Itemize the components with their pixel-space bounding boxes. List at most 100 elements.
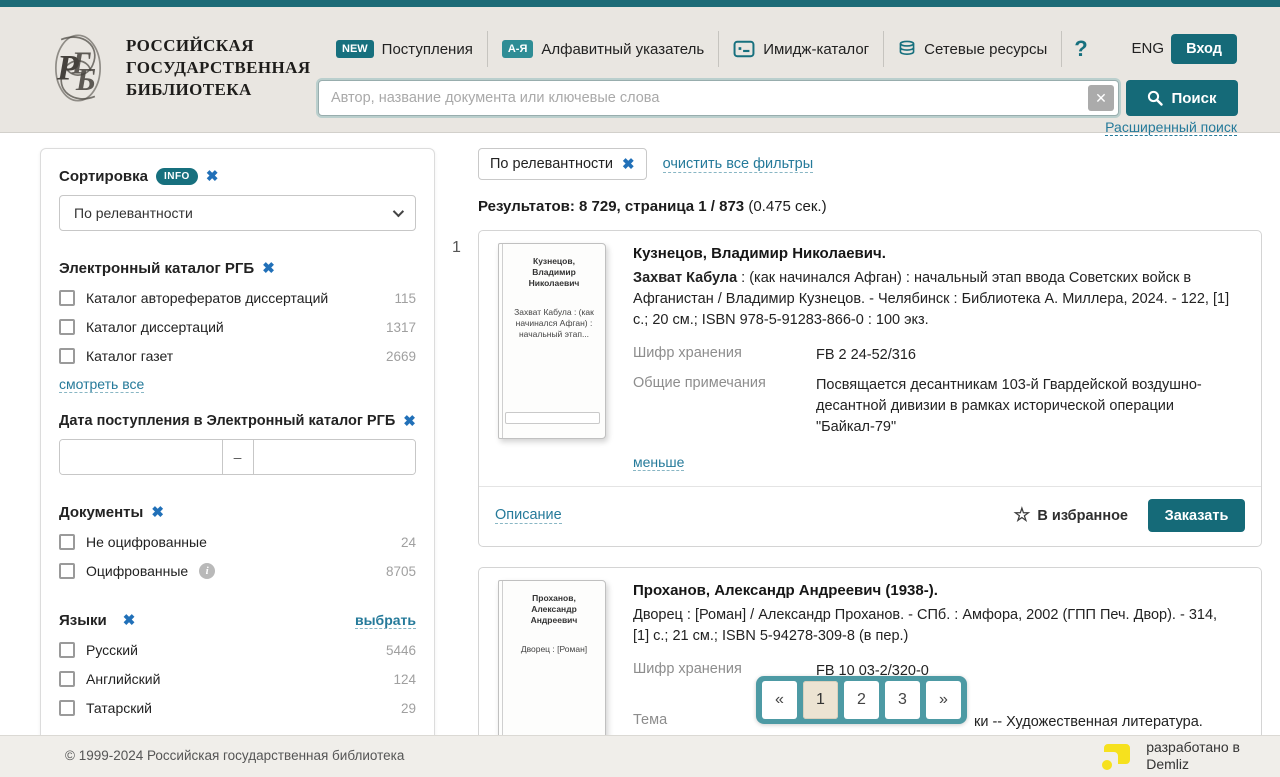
date-from-input[interactable] (60, 440, 222, 474)
checkbox[interactable] (59, 671, 75, 687)
image-catalog-icon (733, 40, 755, 58)
thumbnail-column: Кузнецов, Владимир Николаевич Захват Каб… (493, 243, 633, 472)
results-summary: Результатов: 8 729, страница 1 / 873 (0.… (478, 198, 827, 215)
checkbox[interactable] (59, 348, 75, 364)
clear-catalog-icon[interactable]: ✖ (262, 260, 275, 277)
sort-select[interactable]: По релевантности (59, 195, 416, 231)
search-input[interactable] (316, 78, 1121, 118)
order-button[interactable]: Заказать (1148, 499, 1245, 532)
demliz-logo-icon (1102, 744, 1131, 770)
result-card: 1 Кузнецов, Владимир Николаевич Захват К… (452, 230, 1262, 547)
filter-lang-russian[interactable]: Русский 5446 (59, 642, 416, 658)
help-icon[interactable]: ? (1074, 36, 1088, 61)
search-box: ✕ (316, 78, 1121, 118)
collapse-link[interactable]: меньше (633, 454, 685, 471)
prev-page-button[interactable]: « (762, 681, 797, 719)
clear-sort-icon[interactable]: ✖ (205, 168, 219, 185)
filter-not-digitized[interactable]: Не оцифрованные 24 (59, 534, 416, 550)
record-description: Захват Кабула : (как начинался Афган) : … (633, 270, 1230, 328)
library-logo[interactable]: Р Г Б РОССИЙСКАЯ ГОСУДАРСТВЕННАЯ БИБЛИОТ… (46, 29, 311, 107)
remove-chip-icon[interactable]: ✖ (622, 156, 635, 173)
nav-network-resources[interactable]: Сетевые ресурсы (884, 39, 1061, 59)
checkbox[interactable] (59, 290, 75, 306)
date-to-input[interactable] (253, 440, 415, 474)
new-badge: NEW (336, 40, 374, 58)
chevron-down-icon (392, 205, 405, 218)
header: Р Г Б РОССИЙСКАЯ ГОСУДАРСТВЕННАЯ БИБЛИОТ… (0, 7, 1280, 136)
svg-text:Б: Б (75, 62, 96, 97)
nav-image-catalog[interactable]: Имидж-каталог (719, 40, 883, 58)
library-name: РОССИЙСКАЯ ГОСУДАРСТВЕННАЯ БИБЛИОТЕКА (126, 36, 311, 99)
svg-text:Г: Г (71, 45, 92, 80)
filter-catalog-abstracts[interactable]: Каталог авторефератов диссертаций 115 (59, 290, 416, 306)
filter-lang-tatar[interactable]: Татарский 29 (59, 700, 416, 716)
clear-search-icon[interactable]: ✕ (1088, 85, 1114, 111)
credit-text: разработано в Demliz (1146, 739, 1240, 772)
active-filters-row: По релевантности ✖ очистить все фильтры (478, 148, 1262, 180)
page-button-1[interactable]: 1 (803, 681, 838, 719)
clear-documents-icon[interactable]: ✖ (151, 504, 164, 521)
card-divider (479, 486, 1261, 487)
info-badge[interactable]: INFO (155, 167, 198, 185)
date-separator: – (221, 440, 254, 474)
pagination: « 1 2 3 » (756, 676, 967, 724)
choose-languages-link[interactable]: выбрать (354, 611, 416, 629)
card-actions: ☆ В избранное Заказать (1013, 499, 1245, 532)
filter-digitized[interactable]: Оцифрованные i 8705 (59, 563, 416, 579)
language-switch[interactable]: ENG (1131, 40, 1164, 57)
login-button[interactable]: Вход (1171, 34, 1237, 64)
nav-divider (486, 31, 488, 67)
star-icon: ☆ (1013, 505, 1031, 526)
checkbox[interactable] (59, 700, 75, 716)
card-footer: Описание ☆ В избранное Заказать (479, 487, 1261, 546)
nav-divider (718, 31, 720, 67)
main-nav: NEW Поступления А-Я Алфавитный указатель… (322, 31, 1100, 67)
developer-credit[interactable]: разработано в Demliz (1098, 738, 1240, 774)
filter-lang-english[interactable]: Английский 124 (59, 671, 416, 687)
documents-section-title: Документы ✖ (59, 503, 164, 522)
book-cover-thumbnail[interactable]: Кузнецов, Владимир Николаевич Захват Каб… (498, 243, 606, 439)
checkbox[interactable] (59, 319, 75, 335)
search-bar: ✕ Поиск (316, 78, 1238, 118)
nav-divider (883, 31, 885, 67)
clear-date-icon[interactable]: ✖ (403, 413, 416, 430)
date-section-title: Дата поступления в Электронный каталог Р… (59, 413, 416, 430)
next-page-button[interactable]: » (926, 681, 961, 719)
filter-chip-relevance[interactable]: По релевантности ✖ (478, 148, 647, 180)
checkbox[interactable] (59, 563, 75, 579)
svg-text:Р: Р (56, 48, 80, 88)
result-number: 1 (452, 239, 461, 256)
nav-alphabetical-index[interactable]: А-Я Алфавитный указатель (488, 40, 718, 58)
record-author: Кузнецов, Владимир Николаевич. (633, 245, 886, 262)
copyright-text: © 1999-2024 Российская государственная б… (65, 748, 405, 763)
clear-all-filters-link[interactable]: очистить все фильтры (662, 155, 814, 173)
filter-catalog-dissertations[interactable]: Каталог диссертаций 1317 (59, 319, 416, 335)
page-button-2[interactable]: 2 (844, 681, 879, 719)
az-badge: А-Я (501, 40, 534, 58)
card-body: Кузнецов, Владимир Николаевич Захват Каб… (479, 231, 1261, 482)
nav-new-arrivals[interactable]: NEW Поступления (322, 40, 487, 58)
description-link[interactable]: Описание (495, 507, 562, 524)
page-button-3[interactable]: 3 (885, 681, 920, 719)
footer: © 1999-2024 Российская государственная б… (0, 735, 1280, 777)
languages-section-title: Языки ✖ выбрать (59, 611, 416, 629)
clear-languages-icon[interactable]: ✖ (122, 612, 136, 629)
advanced-search-link[interactable]: Расширенный поиск (1105, 119, 1237, 136)
checkbox[interactable] (59, 642, 75, 658)
catalog-section-title: Электронный каталог РГБ ✖ (59, 259, 275, 278)
search-button[interactable]: Поиск (1126, 80, 1238, 116)
add-to-favorites-button[interactable]: ☆ В избранное (1013, 505, 1128, 526)
filters-sidebar: Сортировка INFO ✖ По релевантности Элект… (40, 148, 435, 748)
record-description: Дворец : [Роман] / Александр Проханов. -… (633, 607, 1218, 644)
sort-section-title: Сортировка INFO ✖ (59, 167, 219, 185)
top-accent-bar (0, 0, 1280, 7)
checkbox[interactable] (59, 534, 75, 550)
filter-catalog-newspapers[interactable]: Каталог газет 2669 (59, 348, 416, 364)
rsl-monogram-icon: Р Г Б (55, 34, 101, 102)
date-range-group: – (59, 439, 416, 475)
record-content: Кузнецов, Владимир Николаевич. Захват Ка… (633, 243, 1241, 472)
record-fields: Шифр хранения FB 2 24-52/316 Общие приме… (633, 345, 1202, 435)
record-author: Проханов, Александр Андреевич (1938-). (633, 582, 938, 599)
see-all-link[interactable]: смотреть все (59, 376, 145, 393)
info-icon[interactable]: i (199, 563, 216, 579)
